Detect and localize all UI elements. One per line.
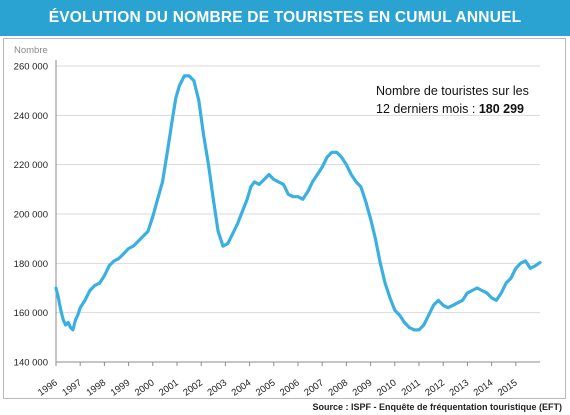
x-tick-label: 2009 — [351, 377, 375, 398]
x-tick-label: 2007 — [302, 377, 326, 398]
y-tick-label: 200 000 — [14, 210, 48, 221]
x-tick-label: 2005 — [254, 377, 278, 398]
x-tick-label: 2004 — [230, 377, 254, 398]
x-tick-label: 1997 — [60, 377, 84, 398]
x-tick-label: 2006 — [278, 377, 302, 398]
y-tick-label: 160 000 — [14, 308, 48, 319]
x-tick-label: 2012 — [423, 377, 447, 398]
x-tick-label: 2013 — [447, 377, 471, 398]
y-tick-label: 220 000 — [14, 160, 48, 171]
y-tick-label: 260 000 — [14, 62, 48, 73]
latest-value-annotation: Nombre de touristes sur les 12 derniers … — [376, 82, 561, 118]
title-bar: ÉVOLUTION DU NOMBRE DE TOURISTES EN CUMU… — [0, 0, 570, 36]
y-tick-label: 180 000 — [14, 259, 48, 270]
y-axis-label: Nombre — [14, 45, 48, 56]
y-tick-label: 140 000 — [14, 358, 48, 369]
y-tick-label: 240 000 — [14, 111, 48, 122]
chart-title: ÉVOLUTION DU NOMBRE DE TOURISTES EN CUMU… — [48, 9, 522, 26]
annotation-line-1: Nombre de touristes sur les — [376, 84, 529, 98]
series-line — [54, 74, 542, 332]
annotation-line-2: 12 derniers mois : 180 299 — [376, 100, 561, 118]
x-tick-label: 2002 — [181, 377, 205, 398]
source-note: Source : ISPF - Enquête de fréquentation… — [312, 402, 562, 412]
x-tick-label: 2011 — [400, 377, 423, 398]
x-tick-label: 2015 — [496, 377, 520, 398]
annotation-prefix: 12 derniers mois : — [376, 102, 479, 116]
x-tick-label: 2014 — [472, 377, 496, 398]
annotation-value: 180 299 — [478, 102, 525, 116]
x-tick-label: 2008 — [326, 377, 350, 398]
x-tick-label: 2000 — [133, 377, 157, 398]
x-tick-label: 2001 — [157, 377, 181, 398]
x-tick-label: 1999 — [109, 377, 133, 398]
chart-frame — [3, 38, 566, 399]
x-tick-label: 1998 — [84, 377, 108, 398]
x-tick-label: 2003 — [205, 377, 229, 398]
x-tick-label: 2010 — [375, 377, 399, 398]
x-tick-label: 1996 — [36, 377, 60, 398]
